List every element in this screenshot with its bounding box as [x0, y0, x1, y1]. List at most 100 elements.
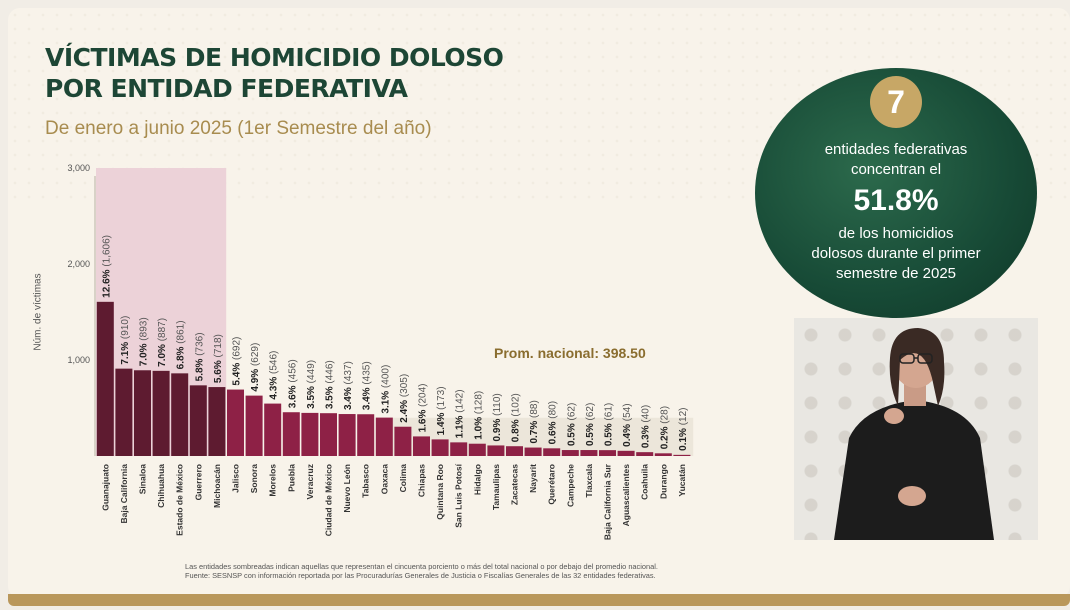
data-label-percent: 1.1%	[455, 415, 466, 438]
data-label: 0.5% (61)	[604, 403, 615, 446]
data-label: 0.2% (28)	[659, 406, 670, 449]
x-tick-label: Sonora	[249, 464, 259, 494]
data-label-percent: 0.1%	[678, 428, 689, 451]
y-tick-label: 2,000	[67, 259, 90, 269]
chart-subtitle: De enero a junio 2025 (1er Semestre del …	[45, 118, 432, 139]
data-label-value: (437)	[343, 361, 354, 387]
x-tick-label: Yucatán	[677, 464, 687, 497]
bar	[115, 368, 133, 456]
data-label: 3.1% (400)	[380, 365, 391, 414]
data-label-value: (173)	[436, 386, 447, 412]
chart-title: VÍCTIMAS DE HOMICIDIO DOLOSO POR ENTIDAD…	[45, 42, 565, 104]
title-line-2: POR ENTIDAD FEDERATIVA	[45, 74, 408, 103]
data-label: 7.0% (893)	[139, 317, 150, 366]
bar	[189, 385, 207, 456]
bar	[673, 454, 691, 456]
x-tick-label: Puebla	[286, 464, 296, 492]
data-label-percent: 1.0%	[473, 417, 484, 440]
data-label-value: (893)	[139, 317, 150, 343]
bar	[282, 412, 300, 456]
data-label-percent: 1.4%	[436, 412, 447, 435]
bar	[338, 414, 356, 456]
bar	[636, 452, 654, 456]
data-label-percent: 7.0%	[139, 343, 150, 366]
bar	[320, 413, 337, 456]
data-label-value: (62)	[566, 403, 577, 424]
x-tick-label: Querétaro	[547, 464, 557, 505]
badge-percentage: 51.8%	[853, 184, 939, 217]
data-label: 0.1% (12)	[678, 407, 689, 450]
data-label-percent: 7.0%	[157, 344, 168, 367]
sign-language-interpreter-video	[794, 318, 1038, 540]
data-label-value: (910)	[120, 316, 131, 342]
data-label-percent: 3.5%	[325, 386, 336, 409]
data-label: 4.9% (629)	[250, 343, 261, 392]
x-tick-label: Baja California Sur	[603, 463, 613, 540]
data-label: 7.1% (910)	[120, 316, 131, 365]
x-tick-label: Nuevo León	[342, 464, 352, 513]
x-tick-label: Guanajuato	[100, 464, 110, 511]
x-tick-label: Chihuahua	[156, 464, 166, 508]
x-tick-label: Quintana Roo	[435, 464, 445, 520]
footnote-source: Fuente: SESNSP con información reportada…	[185, 571, 656, 580]
data-label: 0.9% (110)	[492, 393, 503, 441]
bar	[654, 453, 672, 456]
data-label-percent: 0.5%	[604, 423, 615, 446]
bar	[524, 447, 542, 456]
bar	[599, 450, 616, 456]
data-label-value: (102)	[511, 393, 522, 419]
data-label-percent: 0.5%	[585, 423, 596, 446]
x-tick-label: Ciudad de México	[324, 464, 334, 536]
data-label: 3.6% (456)	[287, 359, 298, 408]
data-label-value: (861)	[176, 320, 187, 346]
data-label-percent: 0.5%	[566, 423, 577, 446]
data-label-value: (1,606)	[101, 235, 112, 269]
x-tick-label: Jalisco	[231, 464, 241, 493]
bar	[561, 450, 579, 456]
bar	[468, 443, 486, 456]
data-label: 0.3% (40)	[641, 405, 652, 448]
badge-number: 7	[870, 76, 922, 128]
data-label: 5.6% (718)	[213, 334, 224, 383]
bar	[245, 395, 263, 456]
data-label-percent: 0.4%	[622, 424, 633, 447]
x-tick-label: San Luis Potosí	[454, 463, 464, 527]
data-label: 6.8% (861)	[176, 320, 187, 369]
x-tick-label: Campeche	[565, 464, 575, 507]
data-label-value: (546)	[269, 351, 280, 377]
x-tick-label: Tabasco	[361, 464, 371, 498]
x-tick-label: Estado de México	[175, 464, 185, 536]
x-tick-label: Durango	[658, 464, 668, 499]
bar	[264, 403, 282, 456]
data-label: 2.4% (305)	[399, 374, 410, 423]
bar	[134, 370, 151, 456]
badge-line-5: semestre de 2025	[835, 265, 957, 282]
x-tick-label: Tamaulipas	[491, 464, 501, 510]
bar	[487, 445, 505, 456]
data-label-value: (62)	[585, 403, 596, 424]
data-label: 1.6% (204)	[418, 383, 429, 432]
data-label: 0.5% (62)	[566, 403, 577, 446]
data-label-percent: 1.6%	[418, 410, 429, 433]
data-label: 1.4% (173)	[436, 386, 447, 435]
interpreter-figure	[834, 328, 994, 540]
footnote-line-1: Las entidades sombreadas indican aquella…	[185, 562, 658, 571]
data-label: 3.4% (437)	[343, 361, 354, 410]
bar	[96, 301, 114, 456]
bar	[171, 373, 189, 456]
data-label-value: (887)	[157, 318, 168, 344]
data-label-percent: 3.1%	[380, 391, 391, 414]
bar	[543, 448, 561, 456]
x-tick-label: Zacatecas	[510, 464, 520, 505]
bar	[227, 389, 244, 456]
data-label-value: (110)	[492, 393, 503, 418]
bar	[357, 414, 375, 456]
bar	[580, 450, 598, 456]
x-tick-label: Nayarit	[528, 464, 538, 493]
data-label: 0.5% (62)	[585, 403, 596, 446]
bar	[394, 426, 412, 456]
average-label: Prom. nacional: 398.50	[494, 345, 646, 361]
badge-line-3: de los homicidios	[838, 225, 954, 242]
y-tick-label: 3,000	[67, 163, 90, 173]
